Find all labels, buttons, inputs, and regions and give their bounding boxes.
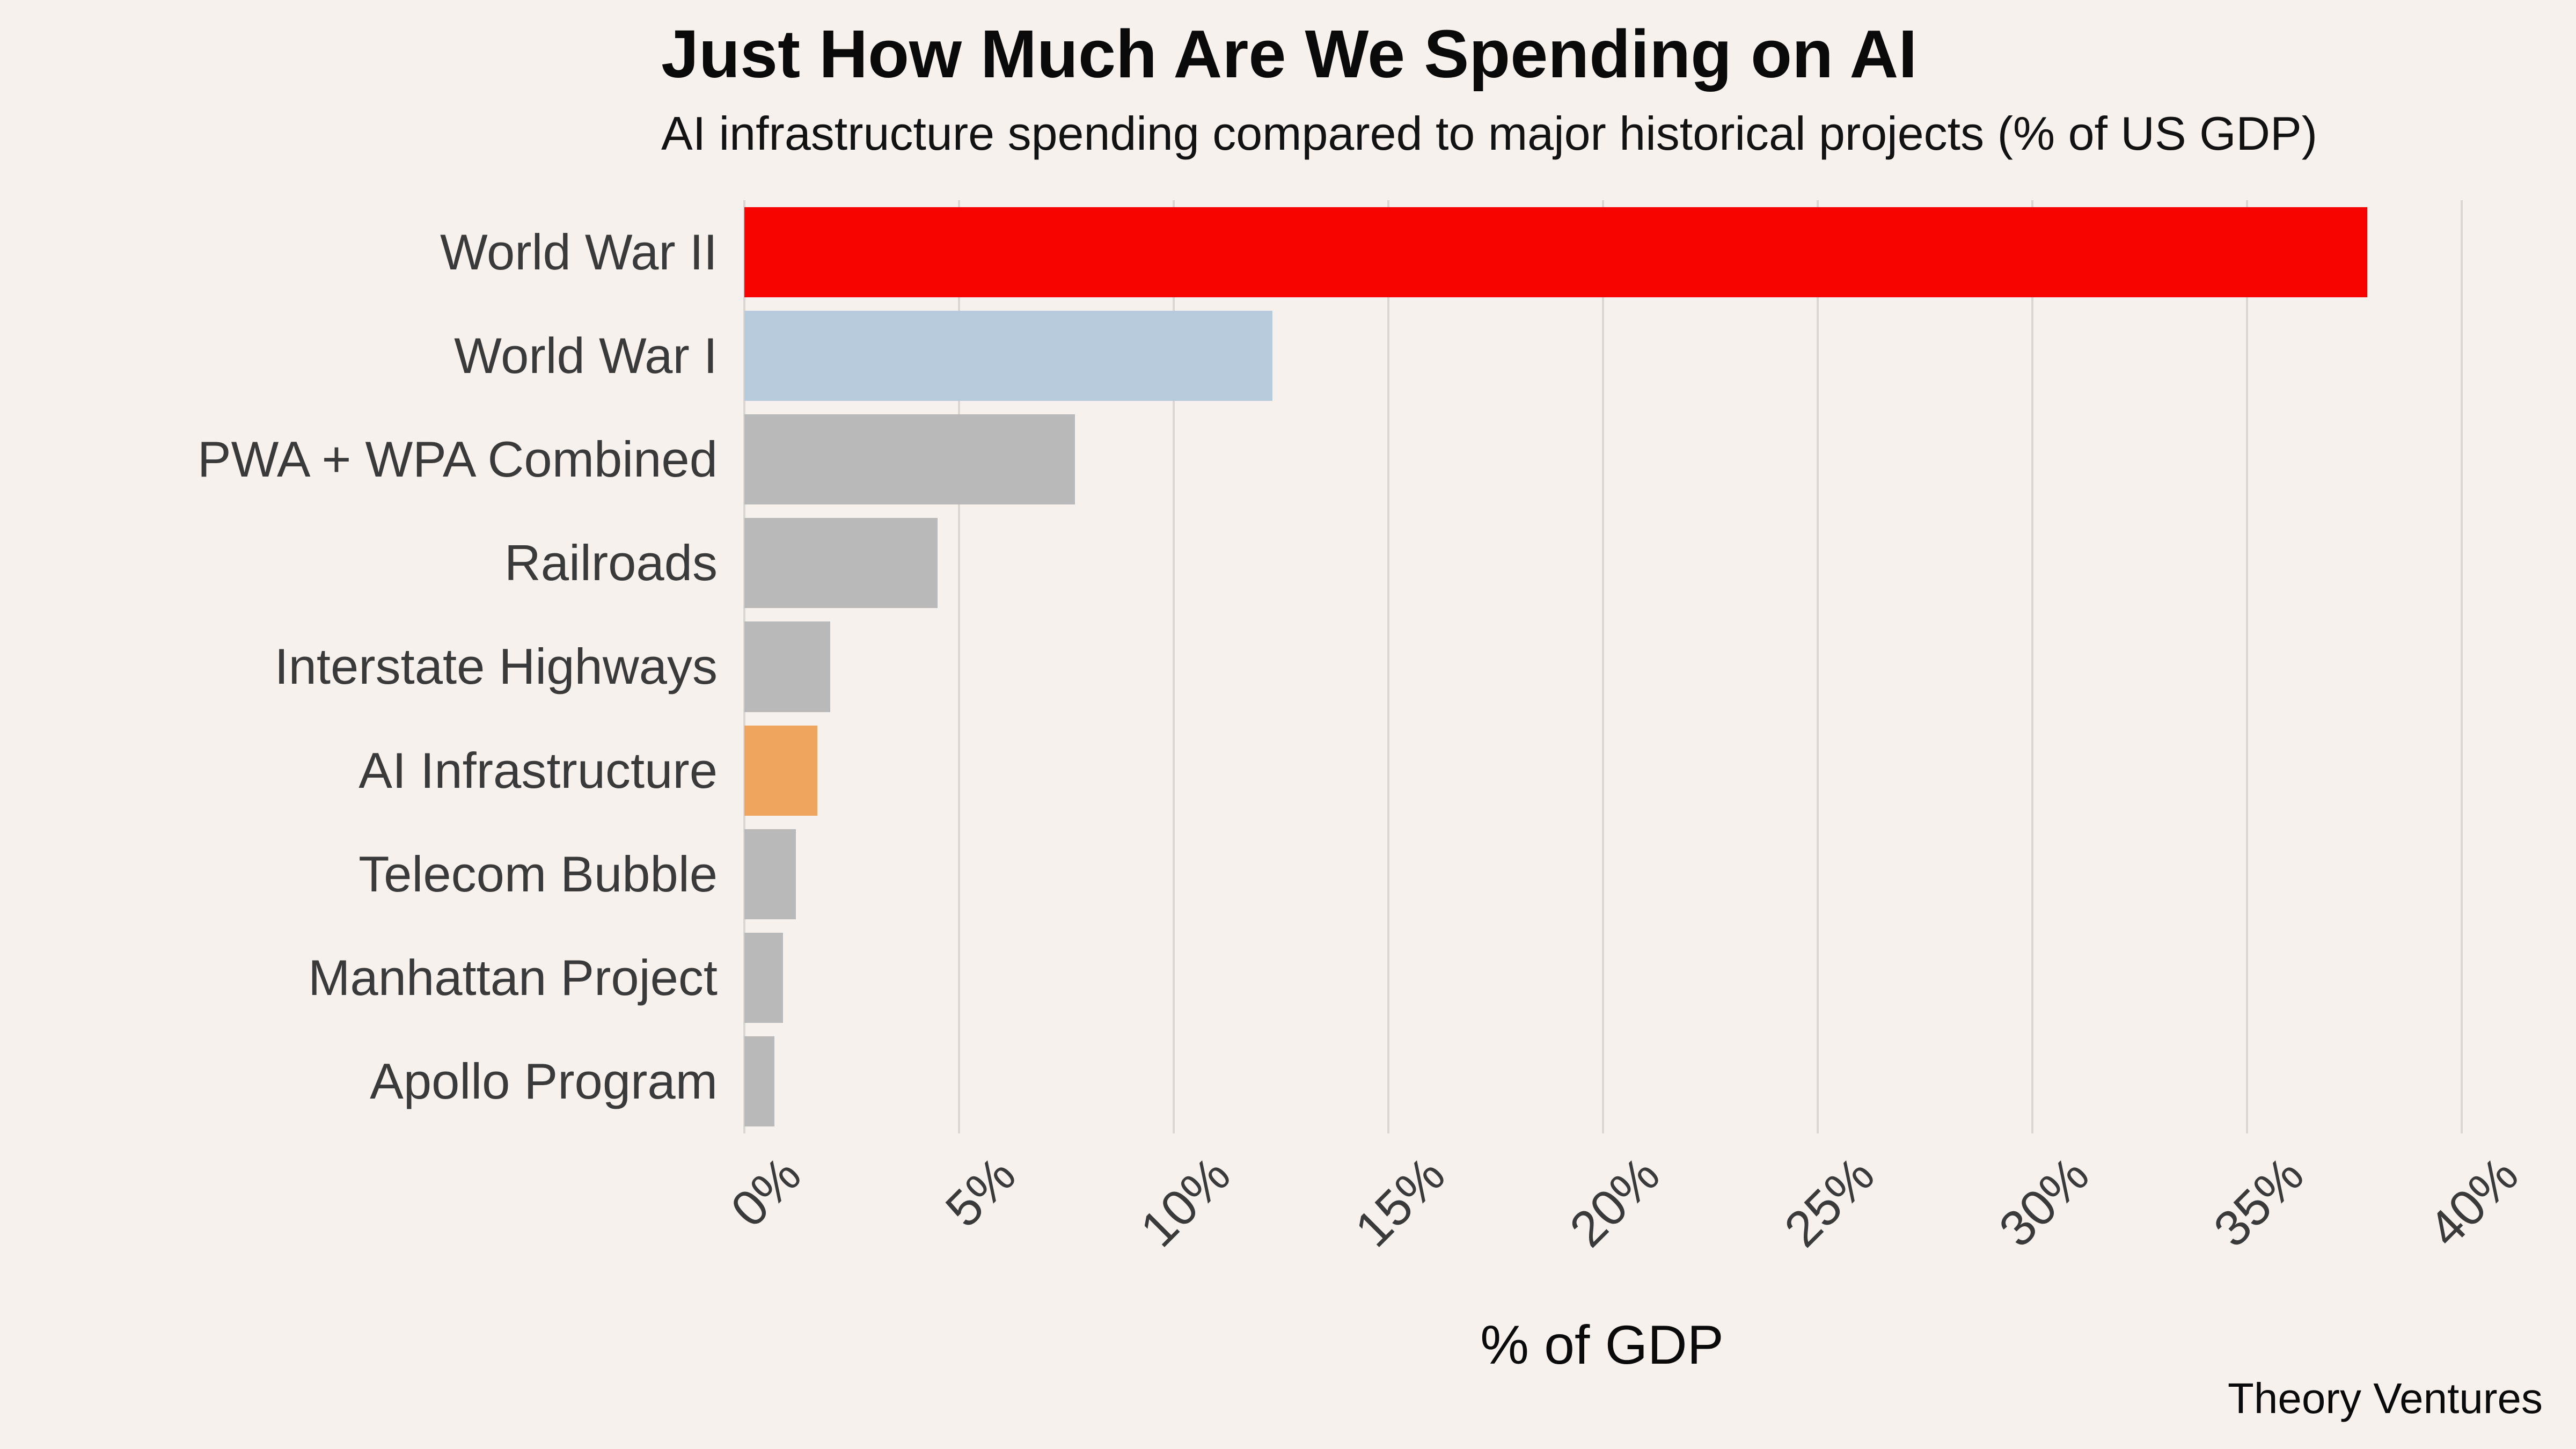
chart-row bbox=[744, 615, 2537, 719]
gridline bbox=[2461, 200, 2463, 1133]
bar-world-war-ii bbox=[744, 207, 2367, 297]
chart-row bbox=[744, 719, 2537, 822]
x-tick-label: 40% bbox=[2417, 1146, 2529, 1257]
plot-area bbox=[743, 200, 2537, 1133]
category-label: Apollo Program bbox=[370, 1053, 718, 1110]
gridline bbox=[2031, 200, 2033, 1133]
x-tick-label: 15% bbox=[1344, 1146, 1455, 1257]
x-tick-label: 20% bbox=[1558, 1146, 1670, 1257]
chart-subtitle: AI infrastructure spending compared to m… bbox=[661, 107, 2318, 160]
category-label: Interstate Highways bbox=[274, 638, 718, 695]
attribution-text: Theory Ventures bbox=[2228, 1374, 2543, 1422]
x-axis-title: % of GDP bbox=[1480, 1314, 1724, 1375]
chart-row bbox=[744, 822, 2537, 926]
x-tick-label: 0% bbox=[720, 1146, 811, 1238]
category-label: World War I bbox=[454, 327, 718, 384]
chart-title: Just How Much Are We Spending on AI bbox=[661, 16, 1918, 92]
bar-pwa-wpa-combined bbox=[744, 414, 1075, 505]
category-label: PWA + WPA Combined bbox=[197, 431, 718, 488]
bar-ai-infrastructure bbox=[744, 725, 817, 816]
bar-railroads bbox=[744, 518, 938, 609]
gridline bbox=[2246, 200, 2248, 1133]
x-tick-label: 30% bbox=[1988, 1146, 2099, 1257]
chart-row bbox=[744, 926, 2537, 1030]
bar-world-war-i bbox=[744, 310, 1272, 401]
category-label: Manhattan Project bbox=[308, 949, 718, 1006]
chart-row bbox=[744, 511, 2537, 615]
bar-manhattan-project bbox=[744, 933, 783, 1023]
bar-apollo-program bbox=[744, 1036, 774, 1127]
category-label: AI Infrastructure bbox=[358, 742, 718, 799]
gridline bbox=[1173, 200, 1175, 1133]
category-label: World War II bbox=[440, 223, 718, 280]
gridline bbox=[1817, 200, 1819, 1133]
chart-row bbox=[744, 304, 2537, 407]
chart-row bbox=[744, 200, 2537, 304]
x-tick-label: 10% bbox=[1129, 1146, 1241, 1257]
category-label: Railroads bbox=[504, 535, 718, 591]
gridline bbox=[958, 200, 960, 1133]
gridline bbox=[1387, 200, 1389, 1133]
chart-row bbox=[744, 407, 2537, 511]
x-tick-label: 35% bbox=[2202, 1146, 2314, 1257]
chart-row bbox=[744, 1030, 2537, 1133]
x-tick-label: 5% bbox=[934, 1146, 1026, 1238]
gridline bbox=[1602, 200, 1604, 1133]
bars-container bbox=[744, 200, 2537, 1133]
bar-interstate-highways bbox=[744, 621, 830, 712]
y-axis-labels: World War II World War I PWA + WPA Combine… bbox=[0, 200, 744, 1133]
bar-telecom-bubble bbox=[744, 829, 796, 919]
category-label: Telecom Bubble bbox=[358, 845, 718, 902]
x-tick-label: 25% bbox=[1773, 1146, 1885, 1257]
